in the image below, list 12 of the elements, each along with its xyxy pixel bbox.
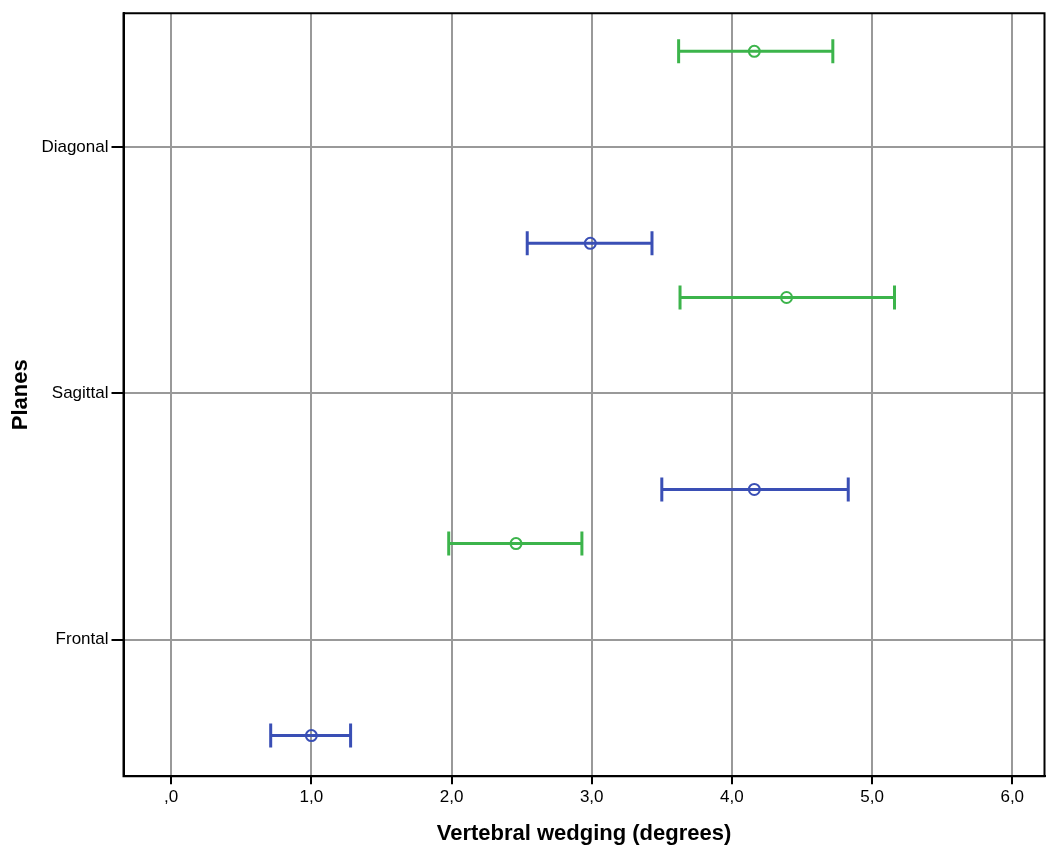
x-tick-label: 2,0: [439, 787, 464, 807]
x-tick-label: 1,0: [299, 787, 324, 807]
x-tick-label: 6,0: [1000, 787, 1025, 807]
y-axis-title: Planes: [7, 359, 33, 431]
x-tick-label: 5,0: [860, 787, 884, 807]
x-tick-label: ,0: [164, 787, 179, 807]
x-tick-label: 3,0: [579, 787, 604, 807]
y-tick-label: Frontal: [55, 629, 109, 649]
x-tick-label: 4,0: [720, 787, 744, 807]
x-axis-title: Vertebral wedging (degrees): [436, 819, 732, 845]
y-tick-label: Sagittal: [51, 383, 109, 403]
y-tick-label: Diagonal: [41, 137, 109, 157]
